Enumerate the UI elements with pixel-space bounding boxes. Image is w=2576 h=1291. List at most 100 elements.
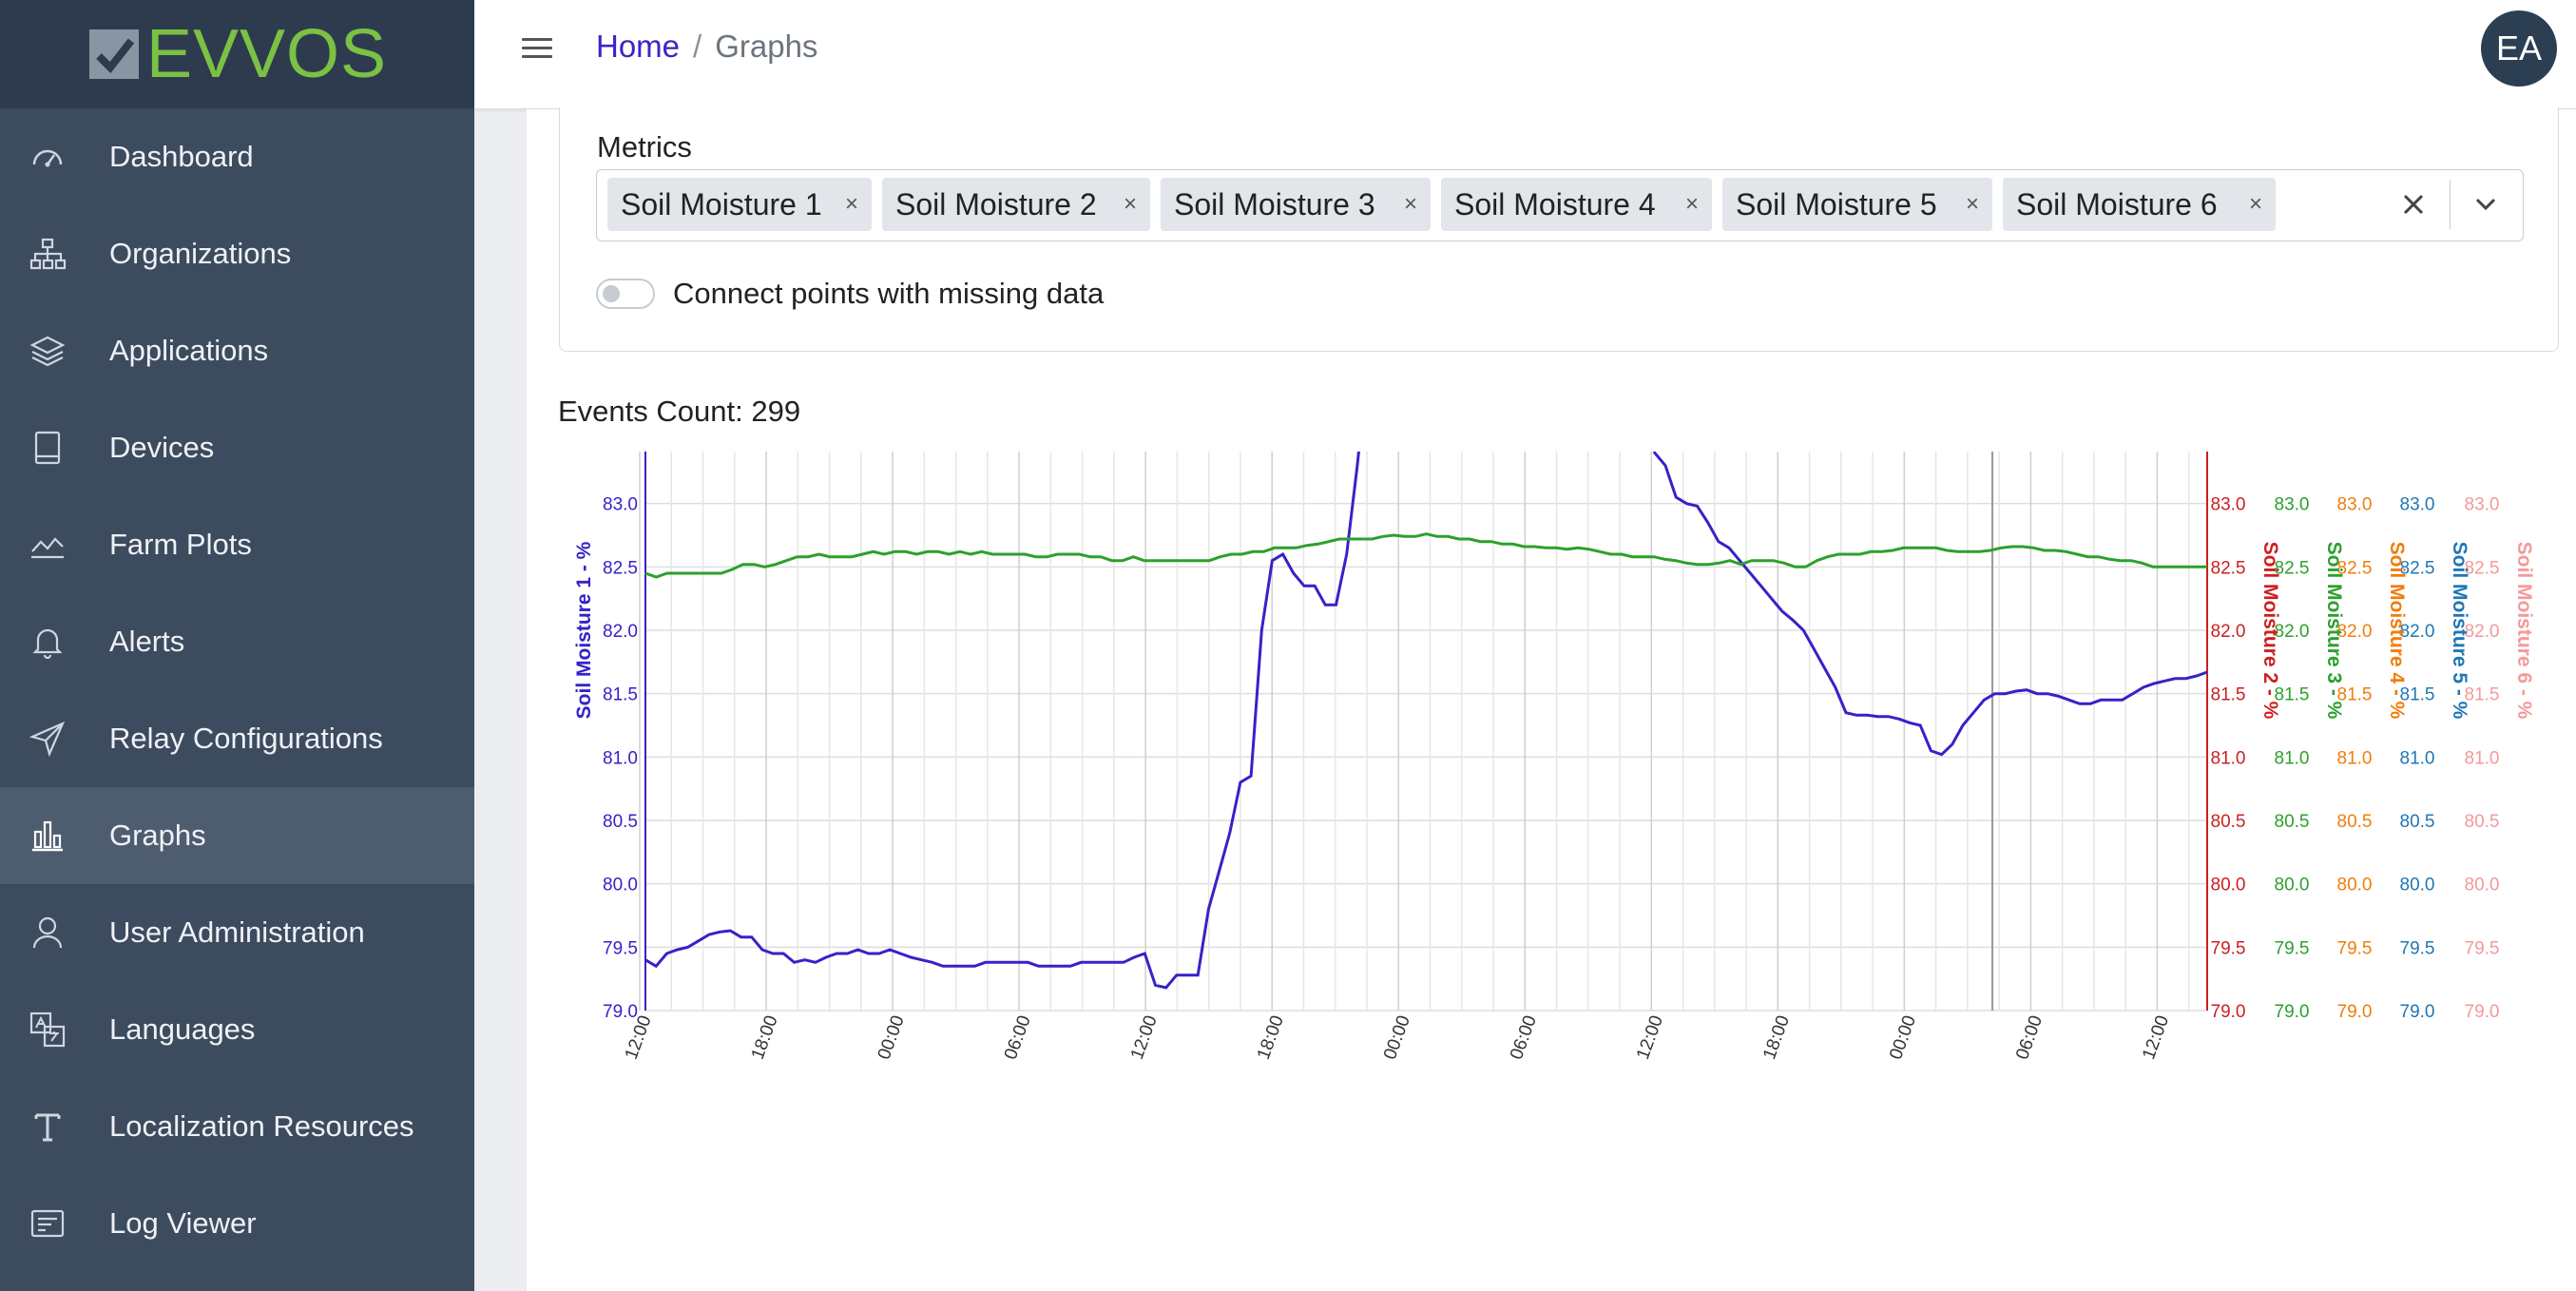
y-tick-label-right: 80.0: [2337, 876, 2373, 896]
y-tick-label-right: 82.0: [2400, 622, 2435, 642]
metric-chip-label: Soil Moisture 3: [1174, 186, 1375, 222]
breadcrumb-home-link[interactable]: Home: [596, 29, 681, 64]
y-tick-label-right: 82.5: [2400, 558, 2435, 578]
breadcrumb-separator: /: [693, 29, 702, 64]
sidebar-item-label: Relay Configurations: [109, 722, 383, 755]
sidebar-item-relay-configurations[interactable]: Relay Configurations: [0, 690, 474, 787]
series-line-1: [644, 452, 2208, 990]
y-tick-label-right: 83.0: [2465, 495, 2500, 515]
sidebar-item-organizations[interactable]: Organizations: [0, 205, 474, 302]
soil-moisture-chart[interactable]: 85.084.584.083.583.082.582.081.581.080.5…: [527, 452, 2576, 1291]
x-tick-label: 12:00: [1633, 1013, 1667, 1063]
x-tick-label: 12:00: [1127, 1013, 1162, 1063]
sidebar-item-label: Organizations: [109, 237, 292, 270]
x-tick-label: 00:00: [1886, 1013, 1920, 1063]
y-tick-label-right: 80.5: [2275, 812, 2310, 832]
y-tick-label-right: 81.5: [2465, 685, 2500, 705]
y-tick-label-right: 82.0: [2211, 622, 2246, 642]
dashboard-icon: [29, 138, 67, 176]
main-content: Metrics Soil Moisture 1 × Soil Moisture 2 ×…: [527, 107, 2576, 1291]
sidebar-item-label: Graphs: [109, 819, 206, 852]
y-axis-title-right: Soil Moisture 4 - %: [2386, 542, 2408, 720]
metric-chip-label: Soil Moisture 4: [1454, 186, 1656, 222]
x-tick-label: 18:00: [1254, 1013, 1288, 1063]
metrics-multiselect[interactable]: Soil Moisture 1 × Soil Moisture 2 × Soil Moi…: [596, 169, 2524, 241]
y-tick-label-right: 80.0: [2465, 876, 2500, 896]
header: Home / Graphs EA: [474, 0, 2576, 109]
sidebar-item-log-viewer[interactable]: Log Viewer: [0, 1175, 474, 1272]
metric-chip: Soil Moisture 1 ×: [607, 178, 872, 231]
y-tick-label-right: 81.0: [2337, 748, 2373, 768]
x-tick-label: 18:00: [1759, 1013, 1794, 1063]
y-tick-label-right: 79.0: [2275, 1002, 2310, 1022]
y-tick-label-right: 83.0: [2275, 495, 2310, 515]
metric-chip-label: Soil Moisture 2: [895, 186, 1097, 222]
y-tick-label-right: 82.0: [2337, 622, 2373, 642]
remove-chip-icon[interactable]: ×: [1684, 191, 1699, 217]
y-tick-label-left: 81.5: [603, 685, 638, 705]
y-tick-label-right: 80.0: [2211, 876, 2246, 896]
bar-chart-icon: [29, 817, 67, 855]
y-tick-label-right: 79.5: [2465, 938, 2500, 958]
remove-chip-icon[interactable]: ×: [1123, 191, 1137, 217]
sidebar-item-devices[interactable]: Devices: [0, 399, 474, 496]
y-axis-title-right: Soil Moisture 2 - %: [2259, 542, 2281, 720]
y-tick-label-right: 81.5: [2275, 685, 2310, 705]
sidebar-item-applications[interactable]: Applications: [0, 302, 474, 399]
y-tick-label-left: 79.5: [603, 938, 638, 958]
user-avatar[interactable]: EA: [2481, 10, 2557, 87]
x-tick-label: 18:00: [748, 1013, 782, 1063]
y-tick-label-right: 79.0: [2211, 1002, 2246, 1022]
brand[interactable]: EVVOS: [0, 0, 474, 108]
sidebar-item-user-administration[interactable]: User Administration: [0, 884, 474, 981]
sidebar-item-label: Languages: [109, 1012, 256, 1046]
y-axis-title-right: Soil Moisture 6 - %: [2513, 542, 2535, 720]
sidebar-item-localization-resources[interactable]: Localization Resources: [0, 1078, 474, 1175]
y-tick-label-right: 80.5: [2465, 812, 2500, 832]
y-tick-label-right: 80.5: [2337, 812, 2373, 832]
y-tick-label-right: 80.5: [2400, 812, 2435, 832]
sidebar-item-languages[interactable]: Languages: [0, 981, 474, 1078]
y-tick-label-right: 79.0: [2400, 1002, 2435, 1022]
chevron-down-icon[interactable]: [2467, 187, 2505, 222]
remove-chip-icon[interactable]: ×: [2248, 191, 2262, 217]
brand-logo[interactable]: EVVOS: [87, 15, 387, 93]
tablet-icon: [29, 429, 67, 467]
y-tick-label-left: 82.5: [603, 558, 638, 578]
series-line-3: [644, 532, 2207, 579]
y-tick-label-right: 81.0: [2275, 748, 2310, 768]
log-icon: [29, 1204, 67, 1243]
remove-chip-icon[interactable]: ×: [1403, 191, 1417, 217]
y-tick-label-right: 79.0: [2337, 1002, 2373, 1022]
sidebar-item-dashboard[interactable]: Dashboard: [0, 108, 474, 205]
y-axis-title-right: Soil Moisture 3 - %: [2323, 542, 2345, 720]
hamburger-menu-icon[interactable]: [522, 32, 552, 61]
metric-chip: Soil Moisture 5 ×: [1722, 178, 1992, 231]
y-tick-label-right: 79.5: [2400, 938, 2435, 958]
metric-chip-label: Soil Moisture 5: [1736, 186, 1937, 222]
y-tick-label-right: 82.5: [2337, 558, 2373, 578]
x-tick-label: 06:00: [1001, 1013, 1035, 1063]
y-tick-label-right: 81.0: [2465, 748, 2500, 768]
y-tick-label-right: 81.5: [2337, 685, 2373, 705]
connect-missing-data-toggle[interactable]: [596, 279, 655, 309]
sidebar-item-label: Alerts: [109, 625, 185, 658]
user-icon: [29, 914, 67, 952]
sidebar-item-farm-plots[interactable]: Farm Plots: [0, 496, 474, 593]
y-tick-label-left: 82.0: [603, 622, 638, 642]
breadcrumb-current: Graphs: [715, 29, 818, 64]
remove-chip-icon[interactable]: ×: [844, 191, 858, 217]
y-tick-label-right: 80.0: [2275, 876, 2310, 896]
clear-selection-icon[interactable]: [2394, 185, 2432, 223]
y-tick-label-right: 83.0: [2211, 495, 2246, 515]
metric-chip-label: Soil Moisture 1: [621, 186, 822, 222]
evvos-logo-icon: [88, 29, 139, 79]
y-tick-label-right: 81.5: [2211, 685, 2246, 705]
sidebar-item-alerts[interactable]: Alerts: [0, 593, 474, 690]
sidebar-item-graphs[interactable]: Graphs: [0, 787, 474, 884]
remove-chip-icon[interactable]: ×: [1965, 191, 1979, 217]
x-tick-label: 06:00: [1507, 1013, 1541, 1063]
translate-icon: [29, 1011, 67, 1049]
y-tick-label-right: 79.5: [2337, 938, 2373, 958]
y-tick-label-right: 80.0: [2400, 876, 2435, 896]
